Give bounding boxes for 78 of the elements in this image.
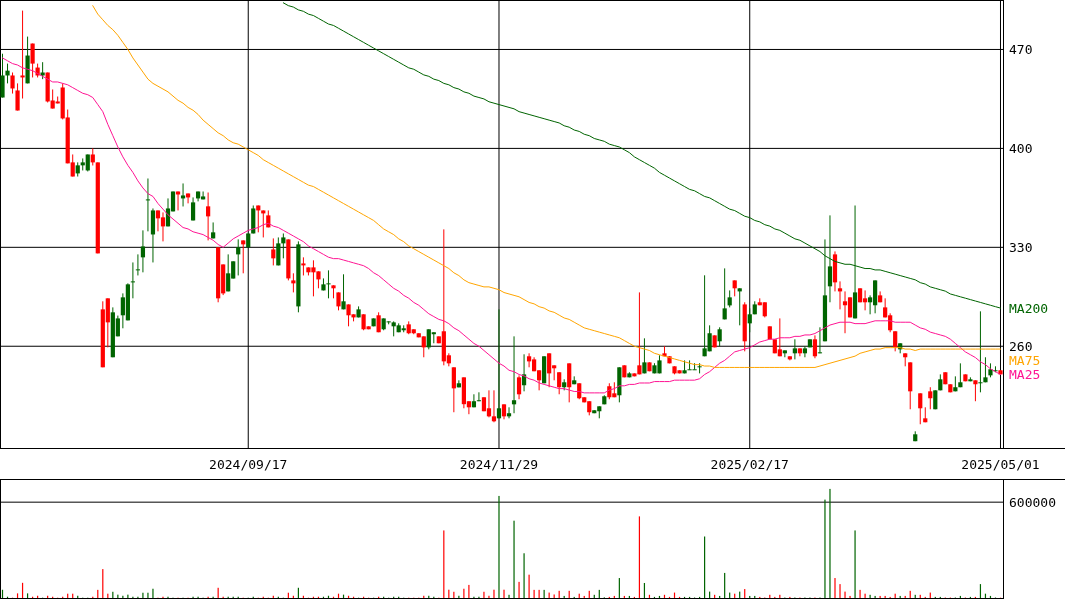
candlestick — [261, 209, 266, 238]
x-tick-label: 2024/11/29 — [459, 457, 539, 472]
candlestick — [211, 221, 216, 239]
candlestick — [557, 371, 562, 395]
x-tick-label: 2025/02/17 — [710, 457, 789, 472]
candlestick — [15, 82, 20, 112]
candlestick — [160, 211, 166, 242]
candlestick — [747, 307, 752, 333]
candlestick — [928, 386, 933, 410]
y-tick-label: 260 — [1009, 338, 1033, 354]
candlestick — [642, 337, 647, 374]
candlestick — [10, 72, 15, 95]
y-tick-label: 470 — [1009, 42, 1033, 58]
candlestick — [978, 310, 983, 393]
series-label: MA200 — [1009, 300, 1049, 316]
candlestick — [777, 317, 782, 357]
candlestick — [140, 229, 146, 273]
candlestick — [817, 326, 823, 354]
candlestick — [421, 335, 426, 358]
candlestick — [893, 330, 898, 352]
candlestick — [547, 352, 552, 388]
series-label: MA25 — [1009, 367, 1041, 383]
candlestick — [717, 326, 722, 347]
candlestick — [226, 253, 231, 292]
candlestick — [155, 209, 161, 232]
candlestick — [837, 280, 843, 310]
candlestick — [792, 338, 797, 360]
candlestick — [567, 362, 572, 403]
y-tick-label: 400 — [1009, 140, 1033, 156]
series-label: MA75 — [1009, 352, 1041, 368]
candlestick — [496, 308, 502, 419]
candlestick — [973, 379, 978, 402]
candlestick — [471, 393, 477, 408]
candlestick — [737, 287, 742, 326]
candlestick — [236, 238, 241, 276]
candlestick — [326, 269, 331, 299]
candlestick — [271, 237, 276, 266]
candlestick — [145, 177, 151, 232]
candlestick — [526, 352, 532, 368]
candlestick — [802, 345, 808, 358]
candlestick — [301, 256, 306, 276]
candlestick — [185, 192, 191, 204]
candlestick — [707, 324, 712, 352]
candlestick — [206, 191, 211, 241]
line-series — [92, 5, 1001, 368]
candlestick — [281, 232, 286, 259]
candlestick — [276, 236, 281, 266]
candlestick — [511, 335, 517, 414]
candlestick — [486, 389, 492, 418]
candlestick — [722, 267, 727, 320]
candlestick — [516, 374, 522, 400]
candlestick — [20, 10, 25, 99]
candlestick — [0, 53, 5, 99]
candlestick — [175, 191, 181, 211]
candlestick — [135, 253, 141, 276]
candlestick — [291, 272, 296, 293]
y-tick-label: 330 — [1009, 239, 1033, 255]
line-series — [282, 2, 1001, 309]
candlestick — [256, 204, 261, 233]
candlestick — [842, 290, 848, 334]
candlestick — [918, 392, 923, 425]
candlestick — [5, 63, 10, 84]
candlestick — [862, 289, 868, 311]
y-tick-label: 600000 — [1009, 494, 1056, 510]
x-tick-label: 2025/05/01 — [961, 457, 1040, 472]
candlestick — [241, 239, 246, 274]
candlestick — [180, 182, 186, 207]
candlestick — [30, 43, 35, 78]
candlestick — [983, 356, 988, 383]
candlestick — [812, 334, 818, 359]
candlestick — [451, 366, 456, 413]
candlestick — [341, 273, 346, 310]
candlestick — [491, 389, 497, 423]
candlestick — [827, 214, 833, 303]
x-tick-label: 2024/09/17 — [209, 457, 288, 472]
candlestick — [506, 406, 512, 419]
candlestick — [130, 261, 135, 299]
candlestick — [476, 391, 482, 402]
